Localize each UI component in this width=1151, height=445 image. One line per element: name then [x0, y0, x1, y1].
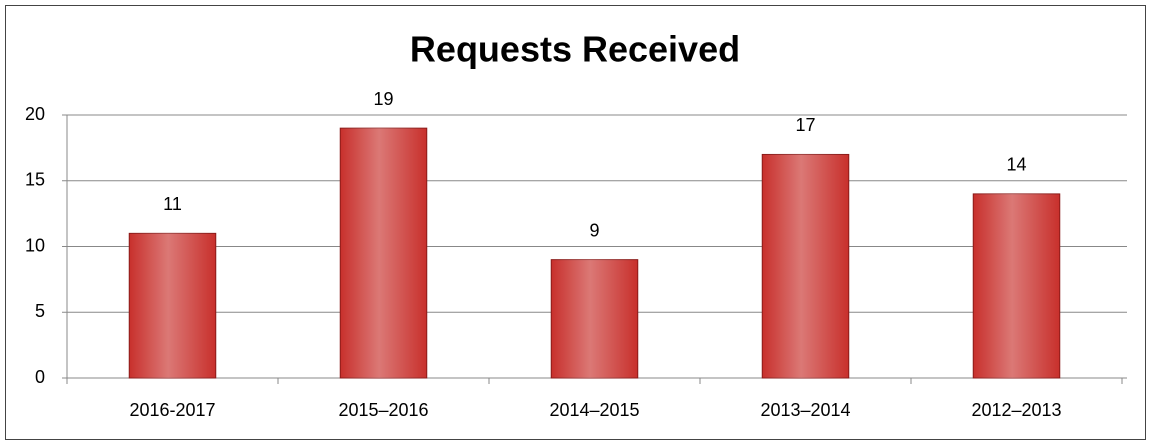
data-label: 9	[589, 220, 599, 240]
bar-highlight	[973, 193, 1060, 378]
bar-highlight	[551, 259, 638, 378]
data-label: 14	[1006, 155, 1026, 175]
bar-highlight	[762, 154, 849, 378]
x-tick-label: 2012–2013	[971, 400, 1061, 420]
y-tick-label: 20	[25, 104, 45, 124]
x-tick-label: 2013–2014	[760, 400, 850, 420]
data-label: 19	[373, 89, 393, 109]
chart-title: Requests Received	[410, 29, 740, 70]
y-tick-label: 15	[25, 170, 45, 190]
bar-highlight	[340, 128, 427, 378]
x-tick-label: 2015–2016	[338, 400, 428, 420]
x-tick-label: 2014–2015	[549, 400, 639, 420]
data-label: 17	[795, 115, 815, 135]
y-tick-label: 10	[25, 235, 45, 255]
bar-highlight	[129, 233, 216, 378]
y-tick-label: 5	[35, 301, 45, 321]
y-tick-label: 0	[35, 367, 45, 387]
data-label: 11	[163, 194, 182, 214]
x-tick-label: 2016-2017	[129, 400, 215, 420]
